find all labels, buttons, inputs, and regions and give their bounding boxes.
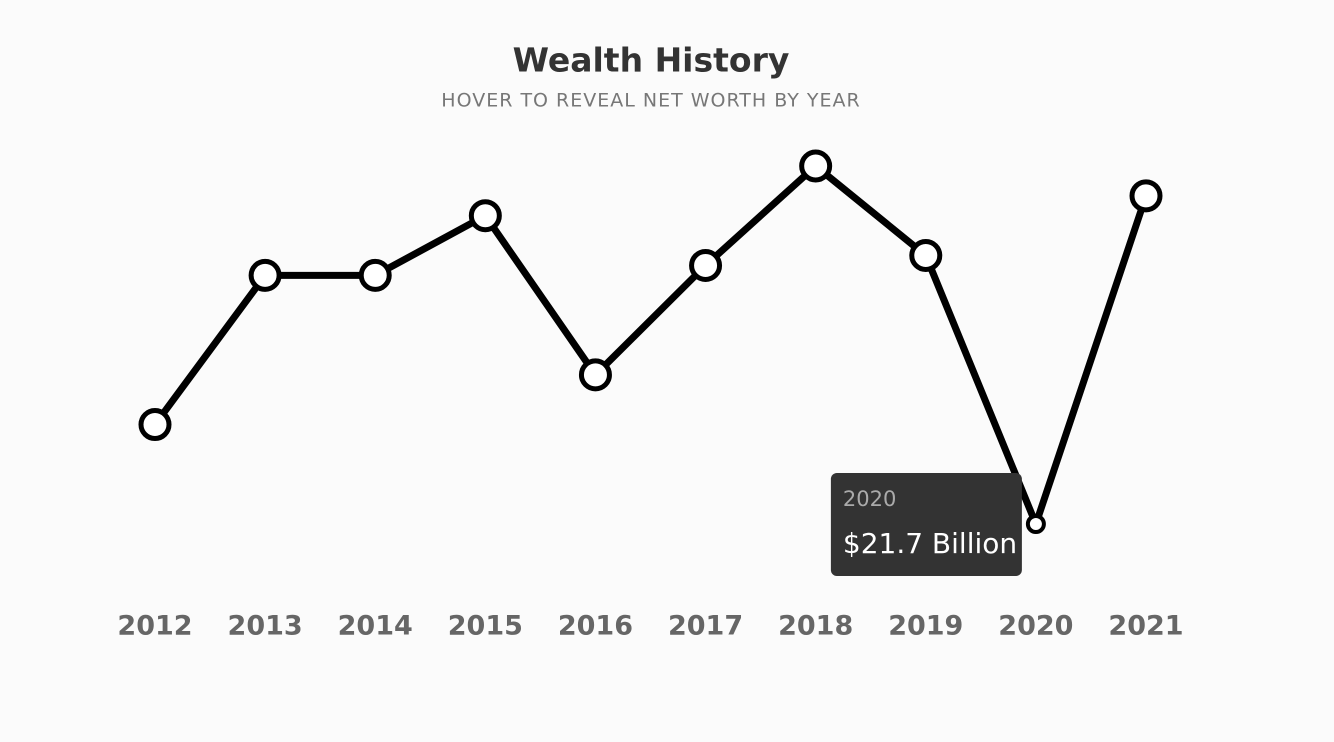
- data-point[interactable]: [799, 149, 833, 183]
- tooltip-box: [830, 473, 1022, 576]
- x-tick-label: 2013: [228, 611, 303, 642]
- x-tick-label: 2015: [448, 611, 523, 642]
- x-tick-label: 2014: [338, 611, 413, 642]
- x-tick-label: 2020: [998, 611, 1073, 642]
- data-point[interactable]: [578, 358, 612, 392]
- data-point[interactable]: [138, 408, 172, 442]
- data-point[interactable]: [1025, 514, 1046, 534]
- data-point[interactable]: [689, 248, 723, 282]
- data-point[interactable]: [468, 199, 502, 233]
- x-tick-label: 2021: [1108, 611, 1183, 642]
- chart-title: Wealth History: [513, 41, 790, 80]
- line: [152, 162, 1150, 528]
- x-tick-label: 2019: [888, 611, 963, 642]
- data-point[interactable]: [248, 258, 282, 292]
- chart-subtitle: HOVER TO REVEAL NET WORTH BY YEAR: [441, 90, 860, 112]
- tooltip-year: 2020: [843, 487, 896, 511]
- data-point[interactable]: [1129, 179, 1163, 213]
- data-point[interactable]: [358, 258, 392, 292]
- tooltip-value: $21.7 Billion: [843, 527, 1017, 560]
- x-tick-label: 2018: [778, 611, 853, 642]
- x-tick-label: 2016: [558, 611, 633, 642]
- x-tick-label: 2017: [668, 611, 743, 642]
- data-point[interactable]: [909, 239, 943, 272]
- x-tick-label: 2012: [117, 611, 192, 642]
- tooltip: 2020 $21.7 Billion: [830, 473, 1022, 576]
